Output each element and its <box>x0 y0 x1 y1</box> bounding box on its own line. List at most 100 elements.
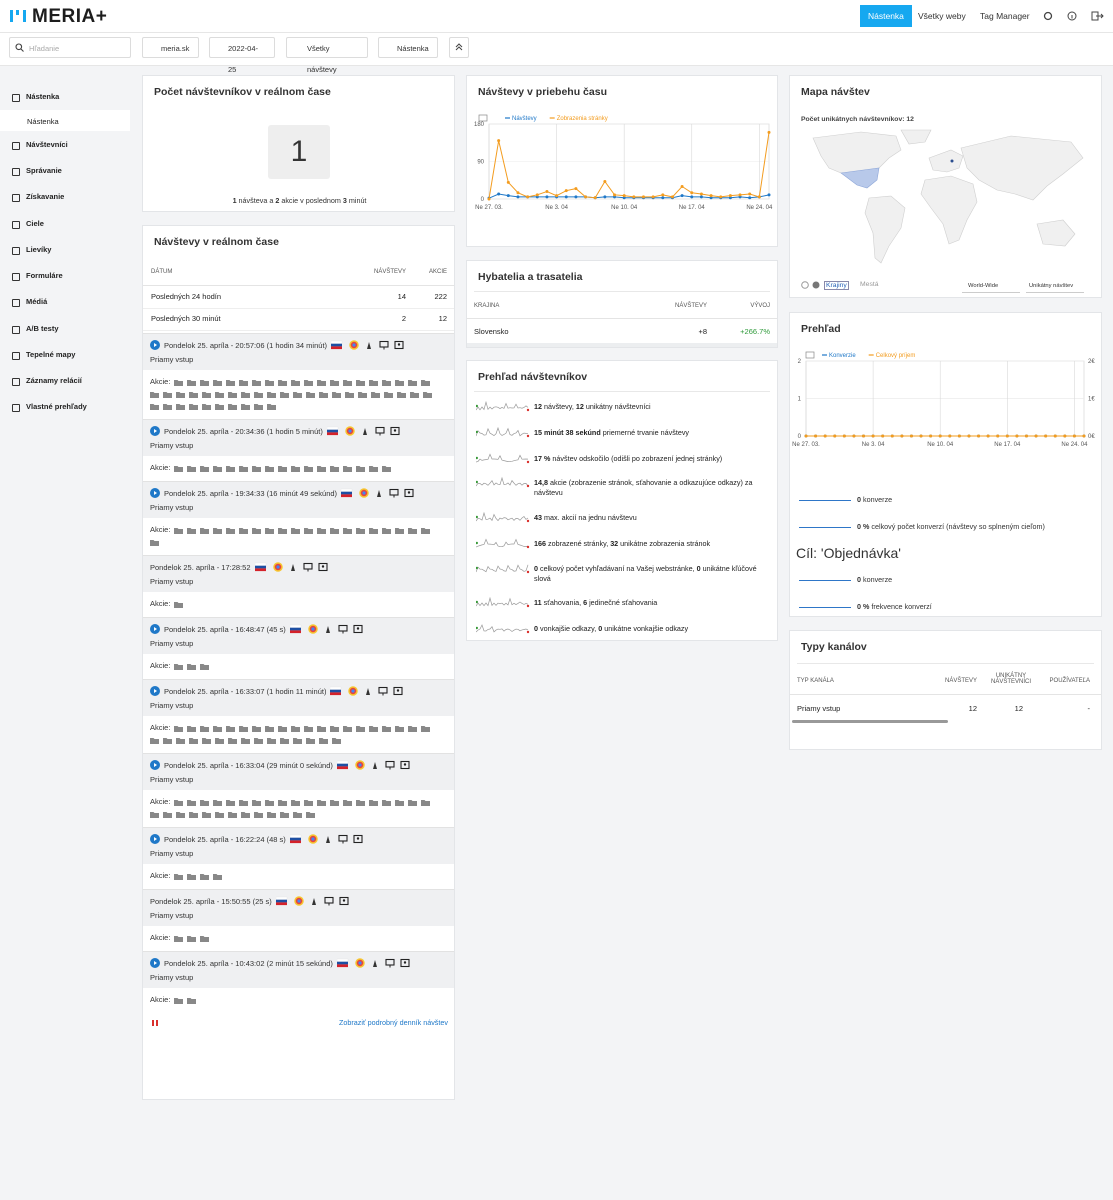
header-icons[interactable] <box>1040 10 1106 22</box>
visit-log-link[interactable]: Zobraziť podrobný denník návštev <box>339 1018 448 1027</box>
browser-icon-c <box>362 491 366 495</box>
scrollbar[interactable] <box>792 720 948 723</box>
action-icon <box>343 379 353 386</box>
play-icon[interactable] <box>150 340 160 350</box>
logo[interactable]: MERIA+ <box>32 6 108 27</box>
sidebar-item[interactable]: Vlastné prehľady <box>26 402 87 411</box>
table-cell: - <box>1087 704 1091 713</box>
sparkline-end <box>526 545 530 549</box>
flag-b <box>289 627 301 631</box>
map-select[interactable]: World-Wide <box>962 280 1020 293</box>
sidebar-item[interactable]: Médiá <box>26 297 48 306</box>
folder <box>293 811 302 818</box>
map-mode[interactable]: Mestá <box>860 281 879 288</box>
action-icon <box>278 465 288 472</box>
map-select[interactable]: Unikátny návštev <box>1026 280 1084 293</box>
sparkline-end <box>526 460 530 464</box>
folder <box>267 737 276 744</box>
folder <box>265 725 275 732</box>
play-icon[interactable] <box>150 488 160 498</box>
search-icon <box>15 43 24 52</box>
search[interactable]: Hľadanie <box>9 37 131 58</box>
folder <box>213 527 223 534</box>
os-icon <box>325 836 330 843</box>
sidebar-item[interactable]: Správanie <box>26 166 62 175</box>
profile-dot <box>356 837 359 840</box>
visit-icons <box>336 760 410 770</box>
device-icon <box>338 834 348 842</box>
text-part: konverze <box>861 495 893 504</box>
sidebar-item[interactable]: Nástenka <box>26 92 60 101</box>
filter-button[interactable]: Všetky návštevy <box>286 37 368 74</box>
action-icon <box>293 737 302 744</box>
export-icon[interactable] <box>478 114 488 122</box>
sidebar-item[interactable]: Formuláre <box>26 271 63 280</box>
table-rule <box>467 318 777 319</box>
sidebar-item[interactable]: Lievíky <box>26 245 52 254</box>
play-icon[interactable] <box>150 834 160 844</box>
folder <box>356 379 366 386</box>
series-point <box>545 190 549 193</box>
play-icon[interactable] <box>150 760 160 770</box>
device-icon <box>324 896 334 904</box>
visit-source: Priamy vstup <box>150 849 194 858</box>
card-bottom-bar <box>467 343 777 347</box>
folder <box>241 811 250 818</box>
sidebar-item[interactable]: Získavanie <box>26 192 65 201</box>
table-cell: 2 <box>401 314 406 323</box>
folder <box>395 379 405 386</box>
play-icon[interactable] <box>150 686 160 696</box>
overview-item: 0 vonkajšie odkazy, 0 unikátne vonkajšie… <box>534 624 770 634</box>
nav-item[interactable]: Tag Manager <box>980 11 1030 21</box>
sidebar-sub-item[interactable]: Nástenka <box>27 117 59 126</box>
folder <box>176 391 185 398</box>
os-icon <box>377 490 382 497</box>
overview-item: 11 sťahovania, 6 jedinečné sťahovania <box>534 598 770 608</box>
legend-label[interactable]: Celkový príjem <box>876 353 916 359</box>
legend-label[interactable]: Návštevy <box>512 116 537 122</box>
action-icon <box>202 391 211 398</box>
play-icon[interactable] <box>150 958 160 968</box>
table-header: AKCIE <box>428 269 447 275</box>
filter-button[interactable]: meria.sk <box>142 37 199 58</box>
goal-title: Cíl: 'Objednávka' <box>796 545 901 561</box>
series-point <box>728 194 732 198</box>
zoom-icons[interactable] <box>801 280 831 290</box>
flag-w <box>336 760 349 764</box>
sidebar-item[interactable]: Návštevníci <box>26 140 68 149</box>
collapse-icon <box>455 43 463 51</box>
action-icon <box>174 997 184 1004</box>
action-icon <box>226 799 236 806</box>
nav-item[interactable]: Nástenka <box>860 5 912 27</box>
nav-item[interactable]: Všetky weby <box>918 11 966 21</box>
collapse-button[interactable] <box>449 37 469 58</box>
flag-w <box>341 488 353 492</box>
map-mode[interactable]: Krajiny <box>824 281 849 290</box>
filter-button[interactable]: Nástenka <box>378 37 438 58</box>
folder <box>319 737 328 744</box>
sparkline-start <box>476 626 478 630</box>
action-icon <box>317 379 327 386</box>
action-icon <box>174 873 184 880</box>
visit-time-row: Pondelok 25. apríla - 20:34:36 (1 hodin … <box>150 425 447 437</box>
filter-button[interactable]: 2022-04-25 <box>209 37 275 74</box>
actions-label: Akcie: <box>150 933 171 942</box>
world-map[interactable] <box>801 128 1093 278</box>
visit-time-row: Pondelok 25. apríla - 16:48:47 (45 s) <box>150 623 447 635</box>
action-icon <box>343 527 353 534</box>
sidebar-item[interactable]: A/B testy <box>26 324 59 333</box>
legend-label[interactable]: Zobrazenia stránky <box>557 116 608 122</box>
profile-dot <box>321 565 324 568</box>
sidebar-item[interactable]: Ciele <box>26 219 44 228</box>
series-line <box>488 193 770 199</box>
legend-label[interactable]: Konverzie <box>829 353 856 359</box>
play-icon[interactable] <box>150 426 160 436</box>
visit-time: Pondelok 25. apríla - 20:57:06 (1 hodin … <box>164 340 328 350</box>
action-icon <box>254 737 263 744</box>
action-icon <box>150 737 159 744</box>
play-icon[interactable] <box>150 624 160 634</box>
sidebar-item[interactable]: Tepelné mapy <box>26 350 76 359</box>
pause-icon[interactable] <box>152 1020 158 1026</box>
sidebar-item[interactable]: Záznamy relácií <box>26 376 82 385</box>
export-icon[interactable] <box>805 351 815 359</box>
